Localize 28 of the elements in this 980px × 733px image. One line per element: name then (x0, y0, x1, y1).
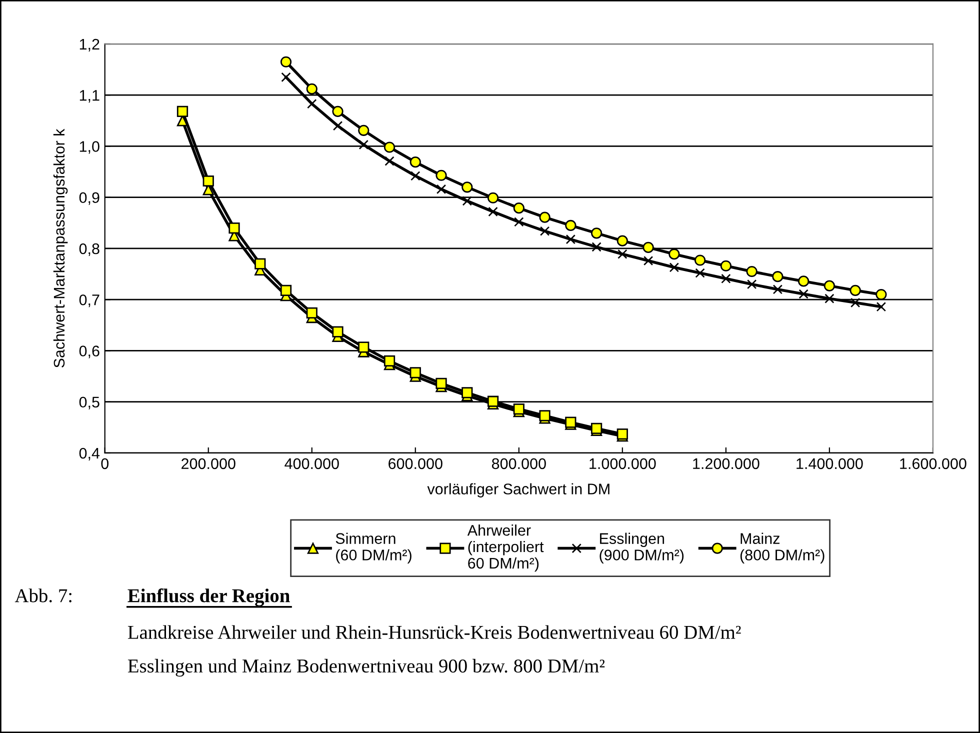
x-tick-label: 1.400.000 (796, 458, 863, 470)
x-tick-label: 1.000.000 (590, 458, 656, 470)
x-axis-title: vorläufiger Sachwert in DM (427, 483, 610, 498)
x-tick-label: 0 (101, 458, 109, 470)
text: Einfluss der Region (128, 588, 290, 606)
x-tick-label: 800.000 (492, 458, 546, 470)
legend-label: Esslingen (900 DM/m²) (600, 532, 684, 564)
y-tick-label: 1,0 (80, 141, 100, 154)
y-tick-label: 1,1 (80, 90, 100, 103)
x-tick-label: 400.000 (284, 458, 339, 470)
legend-label: Mainz (800 DM/m²) (740, 532, 824, 564)
x-tick-label: 1.200.000 (693, 458, 760, 470)
x-tick-label: 200.000 (182, 458, 236, 470)
y-tick-label: 1,2 (80, 38, 100, 52)
y-axis-title: Sachwert-Marktanpassungsfaktor k (53, 128, 68, 368)
y-tick-label: 0,9 (79, 192, 100, 205)
y-tick-label: 0,8 (79, 243, 100, 256)
text: Esslingen und Mainz Bodenwertniveau 900 bzw. 800 DM/m² (128, 658, 605, 677)
y-tick-label: 0,4 (79, 448, 100, 460)
legend-label: Ahrweiler (interpoliert 60 DM/m²) (467, 524, 544, 572)
legend-label: Simmern (60 DM/m²) (336, 532, 412, 564)
y-tick-label: 0,5 (79, 396, 100, 410)
x-tick-label: 600.000 (388, 458, 442, 470)
caption: Abb. 7: (14, 588, 72, 602)
x-tick-label: 1.600.000 (900, 458, 966, 470)
y-tick-label: 0,7 (79, 294, 100, 308)
y-tick-label: 0,6 (79, 346, 100, 358)
text: Landkreise Ahrweiler und Rhein-Hunsrück-Kreis Bodenwertniveau 60 DM/m² (128, 625, 741, 639)
